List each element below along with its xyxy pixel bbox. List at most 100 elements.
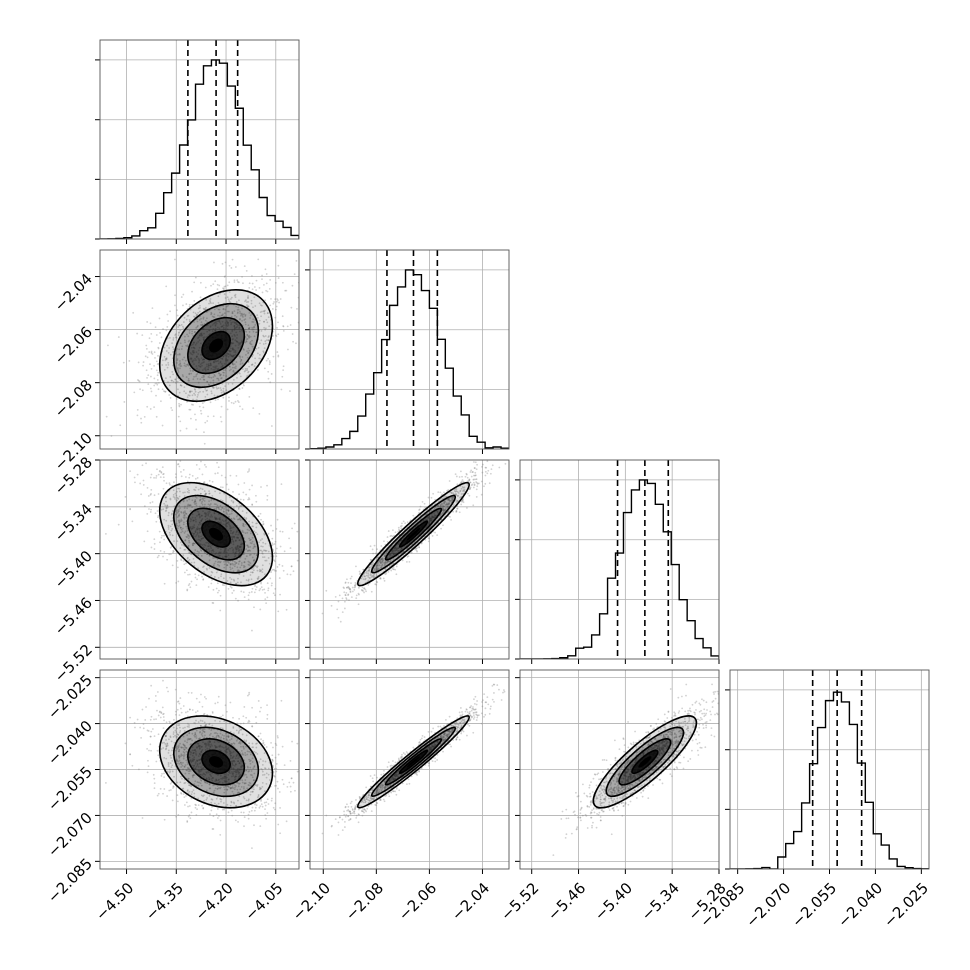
- sample-point: [379, 577, 382, 580]
- sample-point: [244, 532, 247, 534]
- sample-point: [227, 488, 230, 491]
- sample-point: [237, 569, 240, 572]
- sample-point: [222, 304, 225, 307]
- sample-point: [363, 591, 365, 594]
- sample-point: [251, 355, 254, 358]
- sample-point: [467, 492, 469, 495]
- sample-point: [219, 609, 222, 612]
- sample-point: [156, 510, 159, 512]
- sample-point: [262, 343, 265, 345]
- sample-point: [443, 491, 445, 494]
- sample-point: [239, 310, 241, 313]
- sample-point: [171, 799, 174, 802]
- sample-point: [461, 479, 464, 481]
- sample-point: [191, 474, 194, 477]
- sample-point: [195, 356, 198, 359]
- sample-point: [186, 529, 189, 532]
- sample-point: [248, 691, 251, 694]
- sample-point: [236, 529, 239, 532]
- sample-point: [179, 520, 182, 522]
- sample-point: [239, 552, 242, 554]
- contour-line: [187, 316, 246, 375]
- sample-point: [204, 286, 207, 289]
- sample-point: [188, 583, 191, 585]
- sample-point: [438, 505, 440, 508]
- sample-point: [272, 543, 274, 546]
- sample-point: [241, 387, 244, 389]
- sample-point: [236, 279, 239, 282]
- sample-point: [244, 315, 247, 317]
- sample-point: [218, 815, 220, 817]
- sample-point: [146, 376, 148, 379]
- sample-point: [282, 325, 285, 327]
- sample-point: [216, 504, 219, 507]
- sample-point: [165, 506, 168, 508]
- sample-point: [201, 575, 203, 578]
- sample-point: [201, 537, 204, 540]
- sample-point: [197, 523, 200, 526]
- sample-point: [383, 554, 386, 557]
- sample-point: [233, 555, 236, 558]
- sample-point: [236, 545, 239, 548]
- sample-point: [256, 522, 258, 525]
- sample-point: [160, 336, 163, 339]
- sample-point: [136, 332, 139, 335]
- sample-point: [184, 530, 187, 533]
- sample-point: [236, 569, 239, 572]
- sample-point: [165, 377, 167, 380]
- sample-point: [214, 472, 217, 475]
- sample-point: [221, 262, 224, 265]
- sample-point: [219, 374, 222, 376]
- sample-point: [179, 429, 182, 432]
- sample-point: [251, 587, 254, 590]
- sample-point: [458, 476, 461, 478]
- sample-point: [205, 514, 208, 517]
- sample-point: [218, 551, 221, 554]
- sample-point: [384, 561, 387, 564]
- sample-point: [398, 528, 400, 531]
- sample-point: [244, 300, 246, 303]
- sample-point: [441, 502, 444, 505]
- sample-point: [172, 550, 175, 553]
- sample-point: [397, 547, 400, 549]
- sample-point: [187, 584, 190, 587]
- sample-point: [238, 573, 241, 576]
- sample-point: [236, 566, 239, 569]
- sample-point: [234, 322, 236, 324]
- sample-point: [215, 503, 217, 506]
- sample-point: [226, 359, 229, 362]
- sample-point: [210, 302, 212, 305]
- sample-point: [484, 482, 487, 485]
- sample-point: [219, 499, 222, 501]
- sample-point: [264, 591, 266, 594]
- sample-point: [238, 539, 241, 542]
- sample-point: [267, 339, 270, 342]
- sample-point: [244, 540, 247, 543]
- sample-point: [255, 554, 258, 557]
- sample-point: [469, 481, 472, 484]
- sample-point: [199, 527, 202, 530]
- sample-point: [199, 304, 201, 307]
- sample-point: [473, 474, 475, 477]
- sample-point: [187, 805, 189, 808]
- sample-point: [450, 518, 452, 521]
- sample-point: [265, 282, 268, 285]
- sample-point: [180, 475, 183, 478]
- sample-point: [172, 551, 174, 554]
- sample-point: [247, 295, 249, 297]
- sample-point: [166, 326, 169, 328]
- sample-point: [225, 555, 227, 558]
- sample-point: [170, 406, 173, 409]
- sample-point: [248, 811, 251, 813]
- sample-point: [232, 369, 235, 372]
- sample-point: [199, 363, 202, 366]
- sample-point: [151, 307, 154, 309]
- sample-point: [187, 335, 190, 338]
- sample-point: [204, 515, 207, 518]
- sample-point: [218, 327, 221, 330]
- sample-point: [251, 328, 254, 331]
- sample-point: [167, 451, 169, 453]
- sample-point: [170, 520, 172, 522]
- sample-point: [279, 530, 282, 533]
